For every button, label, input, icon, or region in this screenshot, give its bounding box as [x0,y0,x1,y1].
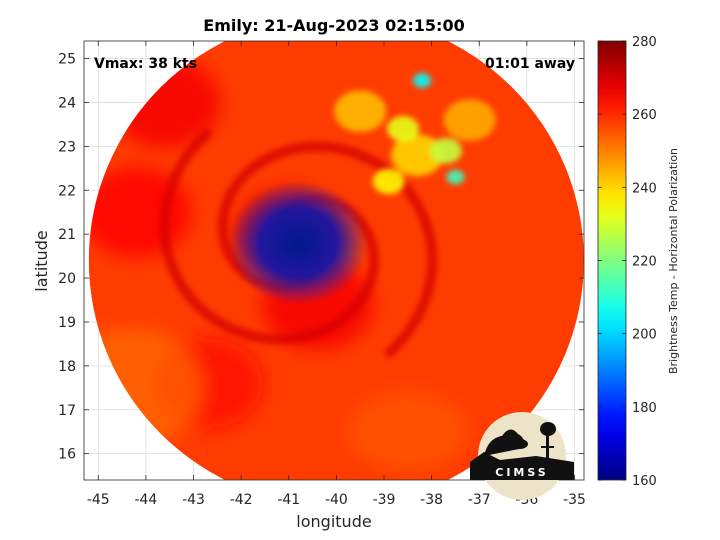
y-tick-label: 25 [58,52,76,68]
cimss-logo: CIMSS [470,412,574,500]
warm-edge [347,391,468,472]
colorbar-tick-label: 200 [632,328,657,343]
y-axis-label: latitude [32,230,51,291]
colorbar: 160 180 200 220 240 260 280 Brightness Temp - … [597,35,680,489]
warm-feature [387,116,420,142]
x-tick-label: -41 [277,492,300,508]
x-tick-label: -37 [468,492,491,508]
x-axis: -45 -44 -43 -42 -41 -40 -39 -38 -37 -36 -35 [87,41,586,508]
y-tick-label: 24 [58,95,76,111]
plot-area: -45 -44 -43 -42 -41 -40 -39 -38 -37 -36 -35 161718… [32,40,586,531]
y-tick-label: 22 [58,183,76,199]
colorbar-label: Brightness Temp - Horizontal Polarizatio… [667,148,680,374]
colorbar-tick-label: 240 [632,181,657,196]
x-tick-label: -39 [373,492,396,508]
y-tick-label: 17 [58,403,76,419]
x-tick-label: -40 [325,492,348,508]
colorbar-tick-label: 180 [632,401,657,416]
y-tick-label: 23 [58,139,76,155]
warm-feature [334,90,387,133]
vmax-annotation: Vmax: 38 kts [94,56,197,72]
x-tick-label: -35 [563,492,586,508]
x-tick-label: -45 [87,492,110,508]
y-tick-label: 21 [58,227,76,243]
time-offset-annotation: 01:01 away [485,56,575,72]
colorbar-tick-label: 280 [632,35,657,50]
colorbar-tick-label: 220 [632,255,657,270]
x-axis-label: longitude [296,512,371,531]
x-tick-label: -43 [182,492,205,508]
x-tick-label: -44 [134,492,157,508]
storm-core [228,180,369,305]
colorbar-ticks: 160 180 200 220 240 260 280 [598,35,657,489]
plot-frame [83,40,585,481]
chart-title: Emily: 21-Aug-2023 02:15:00 [203,16,464,35]
y-axis: 16 17 18 19 20 21 22 23 24 25 [58,52,584,463]
colorbar-scale [597,40,627,481]
colorbar-tick-label: 160 [632,474,657,489]
colorbar-tick-label: 260 [632,108,657,123]
y-tick-label: 16 [58,447,76,463]
warm-features [334,73,496,195]
x-tick-label: -38 [420,492,443,508]
warm-feature [429,137,462,164]
y-tick-label: 18 [58,359,76,375]
warm-feature [446,169,465,185]
warm-feature [391,134,444,176]
x-tick-label: -42 [230,492,253,508]
y-tick-label: 19 [58,315,76,331]
warm-feature [372,168,405,195]
y-tick-label: 20 [58,271,76,287]
warm-feature [443,99,496,141]
brightness-temperature-swath [88,41,584,480]
cimss-logo-text: CIMSS [495,466,548,479]
warm-feature [413,73,432,88]
